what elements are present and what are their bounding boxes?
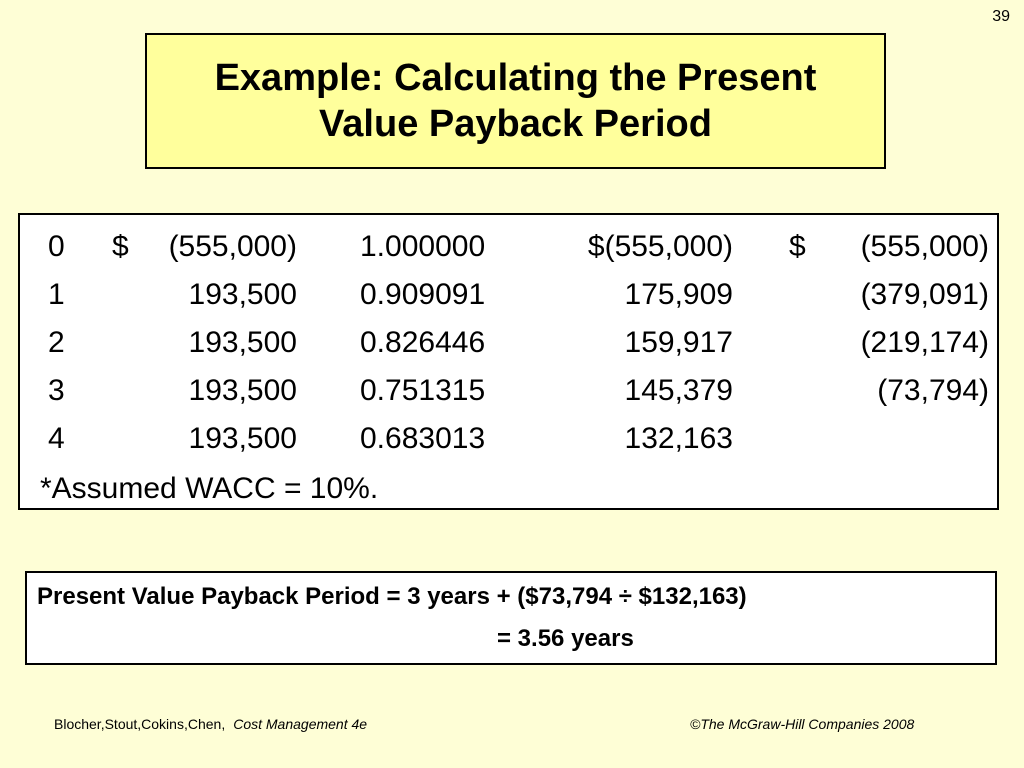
footer-authors: Blocher,Stout,Cokins,Chen, — [54, 716, 226, 732]
dollar-sign-cell: $ — [789, 230, 806, 263]
table-row: 3 193,500 0.751315 145,379 (73,794) — [20, 367, 997, 415]
discount-factor-cell: 1.000000 — [360, 230, 486, 263]
present-value-cell: 132,163 — [624, 422, 733, 455]
present-value-cell: 159,917 — [624, 326, 733, 359]
cash-flow-cell: 193,500 — [188, 374, 297, 407]
cash-flow-cell: 193,500 — [188, 422, 297, 455]
year-cell: 4 — [48, 422, 65, 455]
payback-result: = 3.56 years — [497, 625, 634, 652]
slide-title: Example: Calculating the Present Value P… — [145, 33, 886, 169]
dollar-sign-cell: $ — [112, 230, 129, 263]
cash-flow-cell: (555,000) — [168, 230, 297, 263]
cumulative-cell: (219,174) — [860, 326, 989, 359]
cumulative-cell: (555,000) — [860, 230, 989, 263]
present-value-cell: $(555,000) — [587, 230, 733, 263]
present-value-cell: 145,379 — [624, 374, 733, 407]
footer-citation: Blocher,Stout,Cokins,Chen, Cost Managemen… — [54, 716, 367, 732]
payback-formula: Present Value Payback Period = 3 years +… — [37, 583, 747, 610]
slide-number: 39 — [992, 8, 1010, 25]
table-row: 2 193,500 0.826446 159,917 (219,174) — [20, 319, 997, 367]
year-cell: 3 — [48, 374, 65, 407]
year-cell: 1 — [48, 278, 65, 311]
cash-flow-cell: 193,500 — [188, 326, 297, 359]
payback-result-box: Present Value Payback Period = 3 years +… — [25, 571, 997, 665]
footer-book-title: Cost Management 4e — [233, 716, 368, 732]
year-cell: 2 — [48, 326, 65, 359]
cumulative-cell: (379,091) — [860, 278, 989, 311]
present-value-cell: 175,909 — [624, 278, 733, 311]
cash-flow-cell: 193,500 — [188, 278, 297, 311]
payback-table: 0 $ (555,000) 1.000000 $(555,000) $ (555… — [18, 213, 999, 510]
cumulative-cell: (73,794) — [877, 374, 989, 407]
discount-factor-cell: 0.909091 — [360, 278, 486, 311]
discount-factor-cell: 0.751315 — [360, 374, 486, 407]
wacc-footnote: *Assumed WACC = 10%. — [40, 472, 379, 505]
year-cell: 0 — [48, 230, 65, 263]
discount-factor-cell: 0.826446 — [360, 326, 486, 359]
discount-factor-cell: 0.683013 — [360, 422, 486, 455]
footer-copyright: ©The McGraw-Hill Companies 2008 — [690, 716, 915, 732]
table-row: 1 193,500 0.909091 175,909 (379,091) — [20, 271, 997, 319]
table-row: 4 193,500 0.683013 132,163 — [20, 415, 997, 463]
title-line-1: Example: Calculating the Present — [214, 57, 817, 99]
table-row: 0 $ (555,000) 1.000000 $(555,000) $ (555… — [20, 223, 997, 271]
title-line-2: Value Payback Period — [319, 103, 712, 145]
